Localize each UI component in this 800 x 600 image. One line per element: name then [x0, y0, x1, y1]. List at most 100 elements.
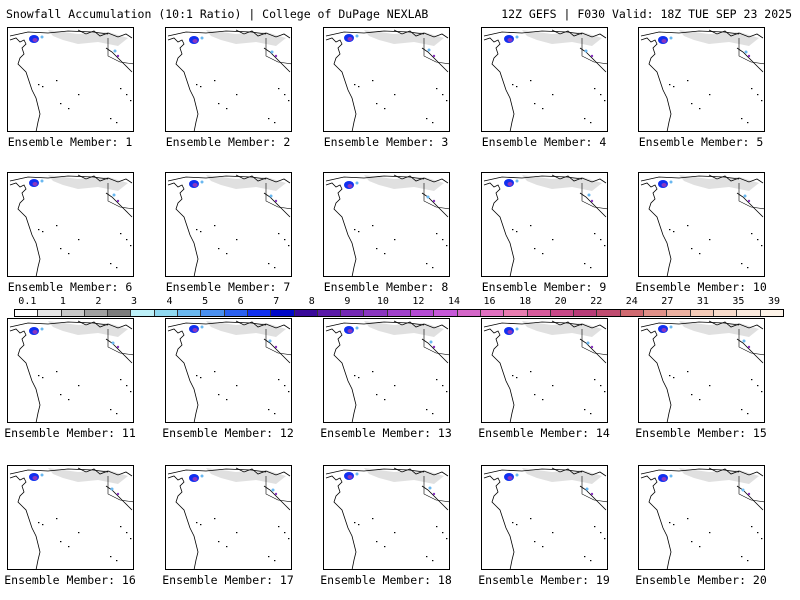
ensemble-member-map[interactable]: [7, 172, 134, 277]
island-marker: [394, 94, 396, 96]
snowfall-spot: [270, 50, 274, 54]
island-marker: [761, 538, 763, 540]
snowfall-core: [347, 37, 353, 41]
island-marker: [196, 84, 198, 86]
colorbar-tick-label: 14: [447, 296, 461, 307]
coastline-panhandle: [579, 485, 607, 511]
island-marker: [757, 385, 759, 387]
ensemble-member-map[interactable]: [323, 172, 450, 277]
colorbar-tick-label: 0.1: [18, 296, 37, 307]
coastline-arctic-islands: [708, 467, 764, 477]
coastline-arctic-islands: [77, 467, 133, 477]
island-marker: [56, 371, 58, 373]
coastline-arctic-islands: [708, 320, 764, 330]
island-marker: [600, 94, 602, 96]
island-marker: [446, 245, 448, 247]
island-marker: [534, 541, 536, 543]
ensemble-member-label: Ensemble Member: 6: [7, 280, 133, 294]
snowfall-core: [507, 476, 513, 480]
ensemble-member-map[interactable]: [638, 172, 765, 277]
island-marker: [358, 231, 360, 233]
coastline-west: [325, 182, 357, 276]
ensemble-member-label: Ensemble Member: 8: [323, 280, 449, 294]
ensemble-member-label: Ensemble Member: 10: [635, 280, 767, 294]
snow-shading: [364, 30, 444, 46]
island-marker: [600, 385, 602, 387]
ensemble-member-map[interactable]: [481, 27, 608, 132]
ensemble-member-map[interactable]: [638, 318, 765, 423]
snow-shading: [48, 30, 128, 46]
colorbar-swatch: [527, 310, 551, 316]
colorbar-swatch: [15, 310, 39, 316]
ensemble-member-map[interactable]: [7, 318, 134, 423]
colorbar-swatch: [411, 310, 435, 316]
coastline-panhandle: [736, 485, 764, 511]
snowfall-spot: [274, 345, 278, 349]
snowfall-spot: [432, 345, 436, 349]
ensemble-member-map[interactable]: [323, 318, 450, 423]
country-border: [265, 183, 291, 210]
island-marker: [534, 248, 536, 250]
coastline-west: [640, 37, 672, 131]
ensemble-member-map[interactable]: [481, 172, 608, 277]
island-marker: [590, 267, 592, 269]
snowfall-core: [507, 182, 513, 186]
island-marker: [673, 86, 675, 88]
colorbar-swatch: [201, 310, 225, 316]
coastline-panhandle: [105, 485, 133, 511]
snowfall-spot: [432, 199, 436, 203]
snowfall-spot: [355, 326, 359, 330]
island-marker: [687, 371, 689, 373]
island-marker: [604, 100, 606, 102]
ensemble-member-map[interactable]: [481, 318, 608, 423]
ensemble-member-map[interactable]: [165, 318, 292, 423]
ensemble-member-map[interactable]: [165, 465, 292, 570]
ensemble-member-map[interactable]: [165, 172, 292, 277]
snowfall-spot: [116, 345, 120, 349]
ensemble-member-map[interactable]: [165, 27, 292, 132]
ensemble-member-map[interactable]: [7, 27, 134, 132]
snowfall-spot: [515, 473, 519, 477]
island-marker: [236, 532, 238, 534]
snow-shading: [206, 30, 286, 46]
ensemble-member-map[interactable]: [323, 27, 450, 132]
island-marker: [446, 391, 448, 393]
ensemble-member-map[interactable]: [638, 465, 765, 570]
island-marker: [384, 108, 386, 110]
snowfall-colorbar: [14, 309, 784, 317]
coastline-arctic-islands: [235, 467, 291, 477]
island-marker: [288, 100, 290, 102]
ensemble-member-map[interactable]: [481, 465, 608, 570]
colorbar-tick-label: 39: [767, 296, 781, 307]
snow-shading: [48, 321, 128, 337]
island-marker: [691, 541, 693, 543]
island-marker: [709, 385, 711, 387]
coastline-west: [9, 475, 41, 569]
ensemble-member-map[interactable]: [7, 465, 134, 570]
coastline-west: [483, 475, 515, 569]
island-marker: [358, 377, 360, 379]
colorbar-swatch: [364, 310, 388, 316]
snowfall-spot: [590, 492, 594, 496]
coastline-panhandle: [421, 47, 449, 73]
island-marker: [38, 375, 40, 377]
colorbar-tick-label: 4: [166, 296, 173, 307]
snowfall-spot: [116, 492, 120, 496]
coastline-panhandle: [263, 192, 291, 218]
ensemble-member-map[interactable]: [638, 27, 765, 132]
snowfall-spot: [116, 54, 120, 58]
ensemble-member-map[interactable]: [323, 465, 450, 570]
chart-title: Snowfall Accumulation (10:1 Ratio) | Col…: [6, 7, 429, 21]
country-border: [581, 183, 607, 210]
coastline-arctic-islands: [551, 174, 607, 184]
island-marker: [442, 94, 444, 96]
island-marker: [757, 94, 759, 96]
island-marker: [214, 225, 216, 227]
valid-time-label: 12Z GEFS | F030 Valid: 18Z TUE SEP 23 20…: [501, 7, 792, 21]
island-marker: [594, 526, 596, 528]
snowfall-spot: [112, 193, 116, 197]
country-border: [581, 476, 607, 503]
island-marker: [42, 86, 44, 88]
coastline-arctic-islands: [235, 174, 291, 184]
colorbar-tick-label: 2: [95, 296, 102, 307]
